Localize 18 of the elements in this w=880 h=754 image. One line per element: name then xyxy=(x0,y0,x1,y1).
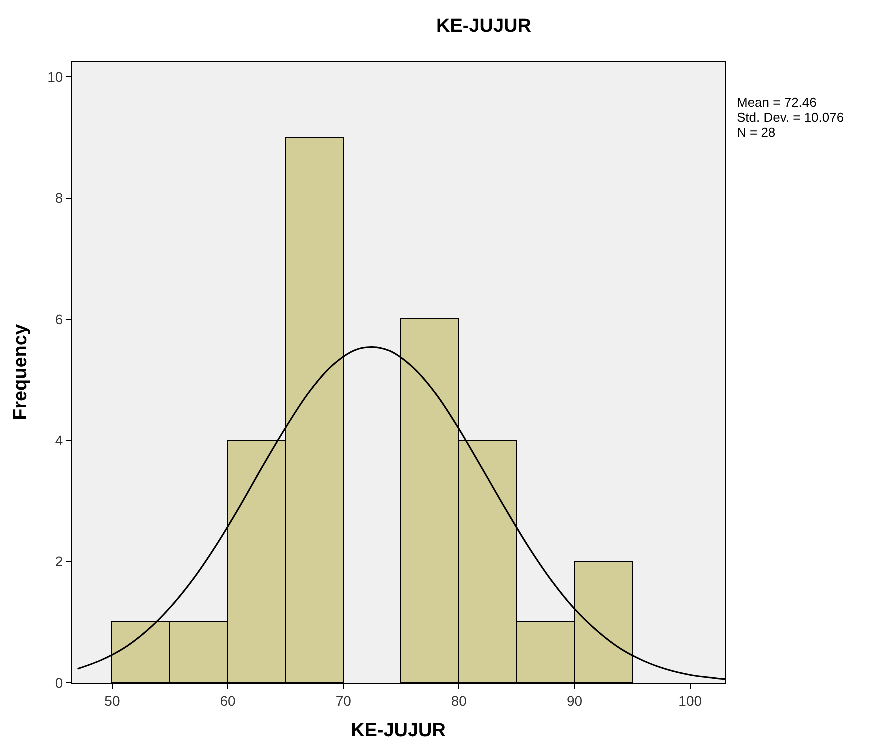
y-tick-label: 4 xyxy=(55,432,64,449)
chart-title: KE-JUJUR xyxy=(436,16,532,38)
x-tick-label: 50 xyxy=(104,692,120,709)
text: Mean = 72.46 xyxy=(737,95,817,110)
x-tick-label: 90 xyxy=(566,692,583,709)
x-tick-label: 100 xyxy=(678,692,702,709)
x-axis-title: KE-JUJUR xyxy=(350,720,446,742)
y-tick-label: 2 xyxy=(55,554,64,570)
x-tick-label: 70 xyxy=(336,692,352,709)
y-axis-title: Frequency xyxy=(10,324,32,421)
x-tick-label: 60 xyxy=(220,692,236,709)
x-tick-label: 80 xyxy=(451,692,468,709)
y-tick-label: 8 xyxy=(55,190,64,206)
text: Std. Dev. = 10.076 xyxy=(737,110,844,125)
y-tick-label: 10 xyxy=(48,69,64,86)
y-tick-label: 6 xyxy=(55,311,64,328)
text: N = 28 xyxy=(737,125,776,140)
y-tick-label: 0 xyxy=(55,674,64,691)
